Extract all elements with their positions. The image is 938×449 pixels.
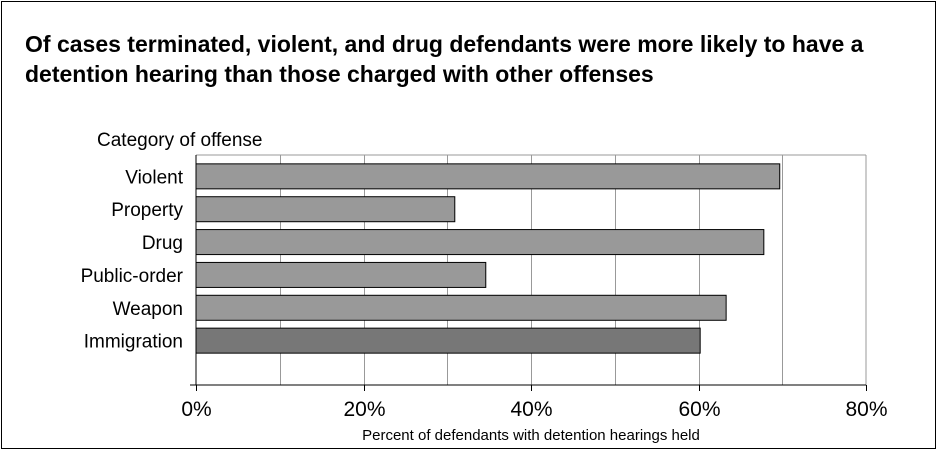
category-label: Immigration (84, 332, 183, 353)
bar-public-order (195, 261, 487, 288)
chart-title: Of cases terminated, violent, and drug d… (25, 31, 864, 87)
x-tick-label: 40% (510, 398, 552, 421)
bar-weapon (195, 294, 727, 321)
bar-immigration (195, 327, 701, 354)
category-label: Public-order (81, 266, 184, 287)
category-label: Property (111, 200, 183, 221)
category-label: Weapon (113, 299, 183, 320)
bar-drug (195, 229, 765, 256)
x-tick-label: 60% (678, 398, 720, 421)
bar-violent (195, 163, 781, 190)
x-tick-label: 80% (845, 398, 887, 421)
x-tick-label: 0% (181, 398, 211, 421)
bar-property (195, 196, 456, 223)
x-tick-label: 20% (343, 398, 385, 421)
category-label: Drug (142, 233, 183, 254)
category-label: Violent (125, 167, 183, 188)
y-axis-title: Category of offense (97, 130, 263, 151)
x-axis-title: Percent of defendants with detention hea… (362, 427, 700, 444)
